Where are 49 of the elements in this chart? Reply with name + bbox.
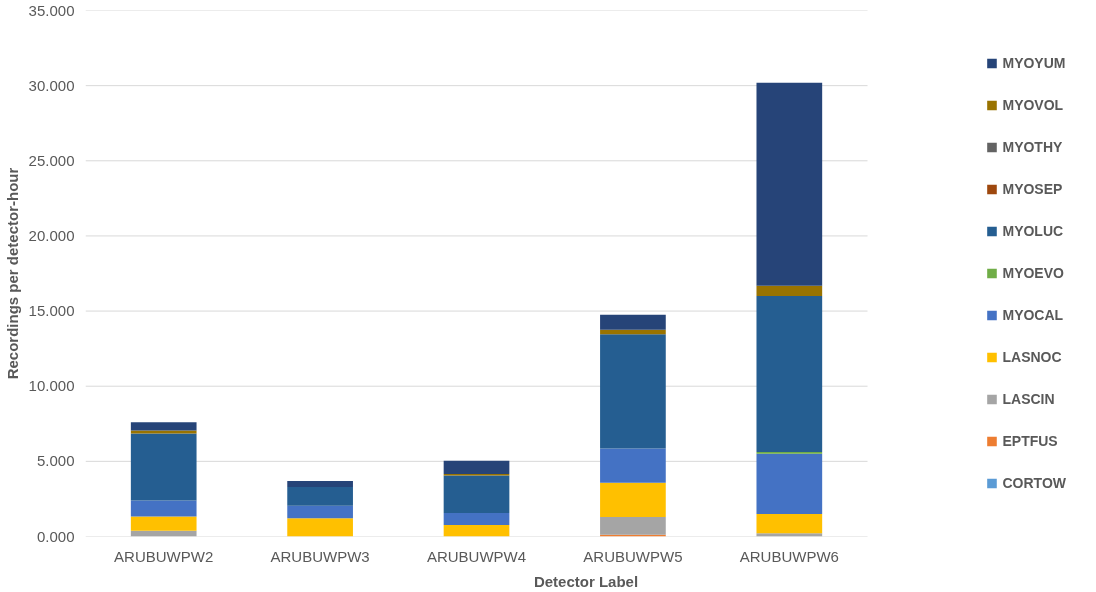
- legend-label: LASCIN: [1002, 391, 1056, 407]
- x-tick-label: ARUBUWPW4: [426, 547, 527, 565]
- bar: [756, 82, 823, 286]
- legend-label: MYOYUM: [1002, 55, 1066, 71]
- x-tick-label: ARUBUWPW2: [114, 547, 214, 565]
- bar: [756, 533, 823, 537]
- bar: [756, 285, 823, 296]
- bar: [756, 453, 823, 514]
- x-tick-label: ARUBUWPW3: [270, 547, 370, 565]
- legend-label: EPTFUS: [1002, 433, 1059, 449]
- legend-label: MYOTHY: [1002, 139, 1063, 155]
- bar: [600, 314, 666, 330]
- legend-label: MYOLUC: [1002, 223, 1064, 239]
- bar: [130, 500, 197, 517]
- bar: [287, 518, 353, 537]
- bar: [600, 482, 666, 517]
- x-tick-label: ARUBUWPW6: [739, 547, 839, 565]
- legend-label: CORTOW: [1002, 475, 1066, 491]
- bar: [287, 481, 353, 487]
- bar: [600, 334, 666, 449]
- bar: [756, 295, 823, 452]
- bar: [443, 525, 510, 537]
- bar: [443, 460, 510, 474]
- y-tick-label: 25.000: [28, 151, 75, 169]
- x-tick-label: ARUBUWPW5: [583, 547, 683, 565]
- bar: [443, 512, 510, 526]
- y-tick-label: 30.000: [28, 76, 75, 94]
- bar: [130, 433, 197, 501]
- y-tick-label: 35.000: [28, 1, 75, 19]
- legend-label: LASNOC: [1002, 349, 1063, 365]
- bar: [130, 516, 197, 531]
- legend-label: MYOCAL: [1002, 307, 1064, 323]
- bar: [443, 475, 510, 513]
- bar: [287, 486, 353, 506]
- y-tick-label: 10.000: [28, 377, 75, 395]
- y-tick-label: 20.000: [28, 226, 75, 244]
- y-axis-title: Recordings per detector-hour: [3, 167, 21, 380]
- bar: [600, 448, 666, 483]
- bar: [600, 516, 666, 535]
- legend-label: MYOEVO: [1002, 265, 1064, 281]
- bar: [130, 422, 197, 431]
- x-axis-title: Detector Label: [533, 572, 639, 590]
- legend-label: MYOSEP: [1002, 181, 1063, 197]
- bar: [287, 505, 353, 519]
- legend-label: MYOVOL: [1002, 97, 1064, 113]
- y-tick-label: 5.000: [36, 452, 75, 470]
- bar: [756, 513, 823, 534]
- y-tick-label: 0.000: [36, 527, 75, 545]
- y-tick-label: 15.000: [28, 302, 75, 320]
